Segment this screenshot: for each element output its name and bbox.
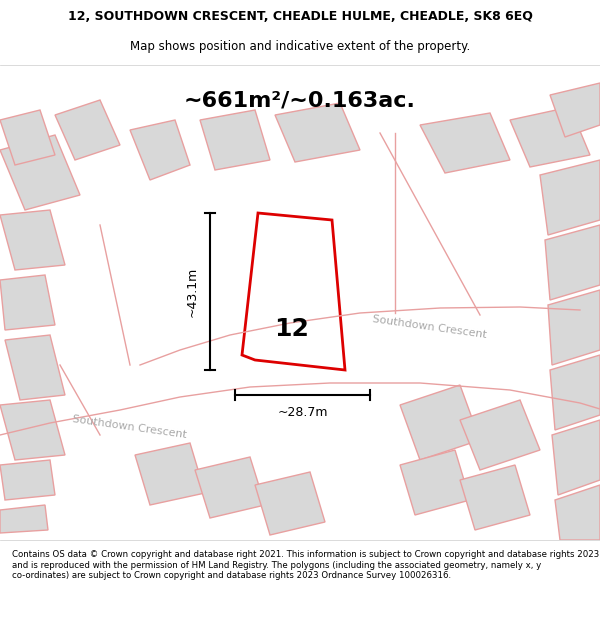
Polygon shape	[5, 335, 65, 400]
Text: Southdown Crescent: Southdown Crescent	[372, 314, 488, 340]
Polygon shape	[545, 225, 600, 300]
Polygon shape	[460, 465, 530, 530]
Polygon shape	[275, 103, 360, 162]
Polygon shape	[55, 100, 120, 160]
Polygon shape	[0, 400, 65, 460]
Polygon shape	[0, 460, 55, 500]
Polygon shape	[0, 275, 55, 330]
Polygon shape	[130, 120, 190, 180]
Text: Map shows position and indicative extent of the property.: Map shows position and indicative extent…	[130, 40, 470, 53]
Polygon shape	[400, 385, 480, 460]
Polygon shape	[0, 210, 65, 270]
Polygon shape	[548, 290, 600, 365]
Polygon shape	[0, 505, 48, 533]
Polygon shape	[552, 420, 600, 495]
Text: Contains OS data © Crown copyright and database right 2021. This information is : Contains OS data © Crown copyright and d…	[12, 550, 599, 580]
Polygon shape	[0, 135, 80, 210]
Text: ~43.1m: ~43.1m	[185, 266, 199, 317]
Polygon shape	[255, 472, 325, 535]
Text: 12, SOUTHDOWN CRESCENT, CHEADLE HULME, CHEADLE, SK8 6EQ: 12, SOUTHDOWN CRESCENT, CHEADLE HULME, C…	[68, 10, 532, 22]
Polygon shape	[242, 213, 345, 370]
Polygon shape	[540, 160, 600, 235]
Polygon shape	[195, 457, 265, 518]
Polygon shape	[460, 400, 540, 470]
Text: ~661m²/~0.163ac.: ~661m²/~0.163ac.	[184, 90, 416, 110]
Polygon shape	[135, 443, 205, 505]
Polygon shape	[510, 107, 590, 167]
Text: ~28.7m: ~28.7m	[277, 406, 328, 419]
Polygon shape	[420, 113, 510, 173]
Polygon shape	[200, 110, 270, 170]
Polygon shape	[0, 110, 55, 165]
Polygon shape	[555, 485, 600, 540]
Polygon shape	[550, 355, 600, 430]
Text: Southdown Crescent: Southdown Crescent	[72, 414, 188, 440]
Polygon shape	[550, 83, 600, 137]
Text: 12: 12	[274, 317, 309, 341]
Polygon shape	[400, 450, 470, 515]
